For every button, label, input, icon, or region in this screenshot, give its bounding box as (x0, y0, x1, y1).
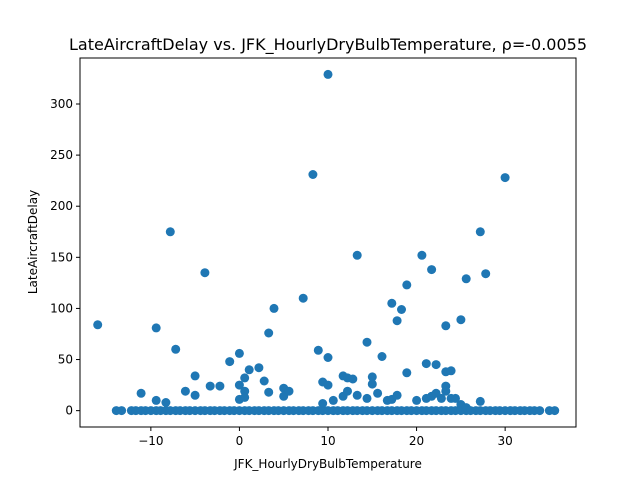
data-point (313, 345, 323, 355)
data-point (284, 386, 294, 396)
data-point (318, 399, 328, 408)
data-point (171, 344, 181, 354)
data-point (190, 390, 200, 400)
data-point (200, 268, 210, 278)
data-point (475, 227, 485, 237)
data-point (240, 373, 250, 383)
data-point (244, 365, 254, 375)
data-point (259, 376, 269, 386)
data-point (412, 395, 422, 405)
data-point (402, 280, 412, 290)
data-point (234, 380, 244, 390)
data-point (328, 395, 338, 405)
data-point (240, 392, 250, 402)
data-point (136, 388, 146, 398)
data-point (298, 293, 308, 303)
data-point (343, 386, 352, 396)
data-point (352, 390, 362, 400)
data-point (234, 348, 244, 358)
data-point (225, 357, 235, 367)
x-tick-label: 10 (320, 434, 335, 448)
y-tick-label: 0 (65, 404, 73, 418)
data-point (451, 393, 460, 403)
data-point (461, 274, 471, 284)
y-tick-label: 100 (50, 301, 73, 315)
data-point (323, 380, 333, 390)
data-point (323, 69, 333, 79)
data-point (421, 359, 431, 369)
data-point (117, 406, 127, 416)
data-point (441, 321, 451, 331)
x-axis-label: JFK_HourlyDryBulbTemperature (233, 457, 422, 471)
data-point (387, 298, 397, 308)
data-point (475, 396, 485, 406)
x-tick-label: 0 (236, 434, 244, 448)
data-point (441, 386, 451, 396)
y-axis-ticks: 0 50 100 150 200 250 300 (50, 97, 80, 418)
data-point (151, 323, 161, 333)
data-point (367, 379, 377, 389)
chart-title: LateAircraftDelay vs. JFK_HourlyDryBulbT… (69, 35, 587, 55)
data-point (254, 363, 264, 373)
data-point (367, 372, 377, 382)
data-point (373, 388, 383, 398)
scatter-points (93, 69, 560, 416)
y-tick-label: 150 (50, 250, 73, 264)
data-point (417, 250, 427, 260)
x-tick-label: 20 (409, 434, 424, 448)
x-axis-ticks: −10 0 10 20 30 (138, 427, 513, 448)
data-point (481, 269, 491, 279)
x-tick-label: 30 (498, 434, 513, 448)
data-point (264, 387, 274, 397)
data-point (362, 337, 372, 347)
data-point (500, 173, 510, 183)
data-point (352, 250, 362, 260)
y-axis-label: LateAircraftDelay (26, 190, 40, 294)
y-tick-label: 300 (50, 97, 73, 111)
data-point (190, 371, 200, 381)
y-tick-label: 250 (50, 148, 73, 162)
data-point (240, 386, 250, 396)
data-point (308, 170, 318, 179)
data-point (402, 368, 412, 378)
data-point (456, 315, 466, 325)
data-point (215, 381, 225, 391)
data-point (264, 328, 274, 338)
data-point (151, 395, 161, 405)
data-point (392, 390, 402, 400)
data-point (323, 353, 333, 362)
data-point (362, 393, 372, 403)
plot-frame (79, 57, 577, 428)
data-point (205, 381, 215, 391)
data-point (535, 406, 545, 416)
data-point (377, 352, 387, 361)
data-point (446, 366, 456, 376)
data-point (165, 227, 175, 237)
data-point (550, 406, 560, 416)
y-tick-label: 200 (50, 199, 73, 213)
data-point (392, 316, 402, 326)
data-point (427, 265, 437, 275)
data-point (436, 393, 446, 403)
data-point (269, 303, 279, 313)
data-point (161, 398, 171, 407)
data-point (431, 360, 441, 370)
data-point (180, 386, 190, 396)
data-point (397, 305, 406, 314)
y-tick-label: 50 (58, 353, 73, 367)
x-tick-label: −10 (138, 434, 163, 448)
data-point (348, 374, 358, 384)
data-point (93, 320, 103, 330)
